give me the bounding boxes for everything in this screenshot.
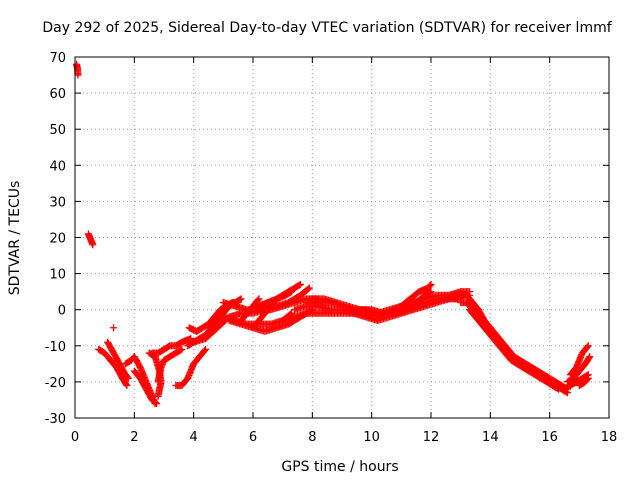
data-point (304, 285, 312, 293)
data-point (584, 342, 592, 350)
data-track (246, 288, 296, 314)
data-point (555, 385, 563, 393)
data-point (201, 347, 209, 355)
data-track (72, 60, 82, 79)
x-tick-label: 4 (190, 430, 198, 445)
data-point (584, 374, 592, 382)
x-tick-label: 8 (308, 430, 316, 445)
data-point (426, 282, 434, 290)
x-tick-label: 14 (482, 430, 499, 445)
data-track (561, 371, 592, 393)
data-track (104, 338, 132, 382)
data-track (403, 288, 435, 314)
data-point (305, 284, 313, 292)
y-tick-label: -10 (45, 340, 66, 355)
data-point (466, 288, 474, 296)
x-axis-label: GPS time / hours (281, 459, 398, 475)
y-tick-label: 70 (49, 51, 66, 66)
data-point (74, 71, 82, 79)
data-point (254, 296, 262, 304)
data-point (427, 288, 435, 296)
data-point (123, 373, 131, 381)
data-track (172, 345, 210, 390)
data-point (122, 380, 130, 388)
y-axis-label: SDTVAR / TECUs (7, 181, 23, 296)
data-point (586, 353, 594, 361)
grid (75, 57, 609, 418)
data-point (553, 384, 561, 392)
data-points (72, 60, 594, 408)
data-track (130, 367, 161, 408)
data-point (427, 280, 435, 288)
data-track (575, 374, 592, 390)
x-tick-label: 18 (601, 430, 618, 445)
data-track (148, 335, 195, 357)
plot-frame (74, 56, 610, 419)
y-tick-label: -20 (45, 376, 66, 391)
x-tick-label: 16 (541, 430, 558, 445)
data-point (237, 295, 245, 303)
data-point (89, 241, 97, 249)
y-tick-label: 10 (49, 268, 66, 283)
data-point (295, 281, 303, 289)
y-tick-label: 20 (49, 232, 66, 247)
y-tick-label: 0 (58, 304, 66, 319)
y-tick-label: 40 (49, 159, 66, 174)
data-point (154, 392, 162, 400)
tick-labels: 0 2 4 6 8 10 12 14 16 18 -30 -20 -10 0 10 20 30 40 50 60 70 (45, 51, 618, 445)
data-point (124, 374, 132, 382)
data-point (583, 343, 591, 351)
x-tick-label: 6 (249, 430, 257, 445)
data-track (563, 353, 594, 386)
data-point (123, 382, 131, 390)
data-point (583, 375, 591, 383)
data-point (151, 399, 159, 407)
data-track (466, 306, 563, 393)
data-track (84, 230, 97, 249)
data-track (566, 342, 592, 379)
data-point (255, 295, 263, 303)
data-point (296, 280, 304, 288)
data-point (110, 324, 118, 332)
y-tick-label: -30 (45, 412, 66, 427)
chart-title: Day 292 of 2025, Sidereal Day-to-day VTE… (42, 20, 612, 36)
data-point (178, 345, 186, 353)
y-tick-label: 30 (49, 195, 66, 210)
data-point (288, 288, 296, 296)
x-tick-label: 12 (423, 430, 440, 445)
data-point (202, 345, 210, 353)
x-tick-label: 2 (130, 430, 138, 445)
y-tick-label: 60 (49, 87, 66, 102)
data-track (397, 280, 435, 310)
data-point (286, 288, 294, 296)
x-tick-label: 10 (363, 430, 380, 445)
data-track (110, 324, 118, 332)
data-track (154, 345, 186, 386)
x-tick-label: 0 (71, 430, 79, 445)
y-tick-label: 50 (49, 123, 66, 138)
tick-marks (74, 56, 610, 419)
data-point (426, 288, 434, 296)
data-point (177, 346, 185, 354)
data-point (153, 400, 161, 408)
data-point (585, 354, 593, 362)
